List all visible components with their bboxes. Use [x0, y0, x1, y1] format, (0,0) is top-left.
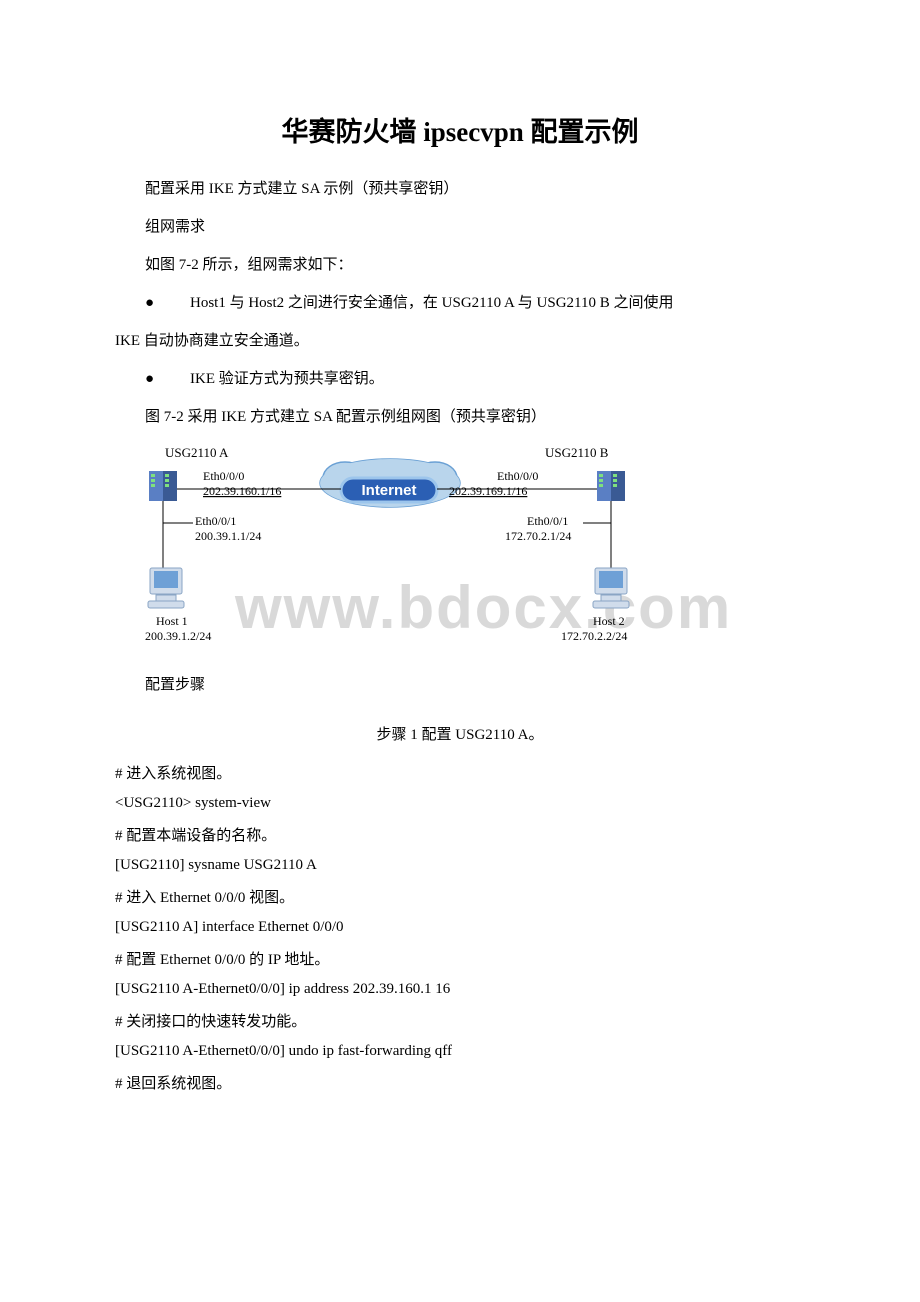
comment-line: # 配置本端设备的名称。 — [115, 824, 805, 845]
internet-label-pill: Internet — [341, 478, 437, 502]
code-line: [USG2110 A-Ethernet0/0/0] ip address 202… — [115, 981, 805, 998]
host2-ip: 172.70.2.2/24 — [561, 629, 627, 643]
comment-line: # 配置 Ethernet 0/0/0 的 IP 地址。 — [115, 948, 805, 969]
intro-line-3: 如图 7-2 所示，组网需求如下： — [115, 253, 805, 277]
bullet-2-text: IKE 验证方式为预共享密钥。 — [190, 371, 384, 387]
device-left-label: USG2110 A — [165, 445, 229, 460]
device-right-label: USG2110 B — [545, 445, 609, 460]
bullet-1: ●Host1 与 Host2 之间进行安全通信，在 USG2110 A 与 US… — [115, 291, 805, 315]
host1-label: Host 1 — [156, 614, 188, 628]
left-top-ip: 202.39.160.1/16 — [203, 484, 281, 498]
comment-line: # 进入 Ethernet 0/0/0 视图。 — [115, 886, 805, 907]
bullet-2: ●IKE 验证方式为预共享密钥。 — [115, 367, 805, 391]
figure-caption: 图 7-2 采用 IKE 方式建立 SA 配置示例组网图（预共享密钥） — [115, 405, 805, 429]
host-2-icon — [593, 568, 629, 608]
host2-label: Host 2 — [593, 614, 625, 628]
step-1-heading: 步骤 1 配置 USG2110 A。 — [115, 723, 805, 744]
intro-line-2: 组网需求 — [115, 215, 805, 239]
config-section-label: 配置步骤 — [115, 673, 805, 697]
code-line: [USG2110] sysname USG2110 A — [115, 857, 805, 874]
right-bot-ip: 172.70.2.1/24 — [505, 529, 571, 543]
svg-text:Internet: Internet — [361, 482, 416, 499]
right-top-if: Eth0/0/0 — [497, 469, 538, 483]
left-bot-ip: 200.39.1.1/24 — [195, 529, 261, 543]
comment-line: # 进入系统视图。 — [115, 762, 805, 783]
code-line: <USG2110> system-view — [115, 795, 805, 812]
host-1-icon — [148, 568, 184, 608]
bullet-1-text: Host1 与 Host2 之间进行安全通信，在 USG2110 A 与 USG… — [190, 295, 674, 311]
bullet-1-cont: IKE 自动协商建立安全通道。 — [115, 329, 805, 353]
comment-line: # 退回系统视图。 — [115, 1072, 805, 1093]
comment-line: # 关闭接口的快速转发功能。 — [115, 1010, 805, 1031]
intro-line-1: 配置采用 IKE 方式建立 SA 示例（预共享密钥） — [115, 177, 805, 201]
right-bot-if: Eth0/0/1 — [527, 514, 568, 528]
code-line: [USG2110 A-Ethernet0/0/0] undo ip fast-f… — [115, 1043, 805, 1060]
code-line: [USG2110 A] interface Ethernet 0/0/0 — [115, 919, 805, 936]
right-top-ip: 202.39.169.1/16 — [449, 484, 527, 498]
router-right-icon — [597, 471, 625, 501]
page-title: 华赛防火墙 ipsecvpn 配置示例 — [115, 110, 805, 149]
router-left-icon — [149, 471, 177, 501]
diagram-svg: USG2110 A USG2110 B — [145, 443, 635, 653]
host1-ip: 200.39.1.2/24 — [145, 629, 211, 643]
network-diagram: www.bdocx.com USG2110 A USG2110 B — [145, 443, 805, 653]
left-bot-if: Eth0/0/1 — [195, 514, 236, 528]
left-top-if: Eth0/0/0 — [203, 469, 244, 483]
bullet-dot-icon: ● — [145, 367, 190, 391]
config-lines-block: # 进入系统视图。 <USG2110> system-view # 配置本端设备的名… — [115, 762, 805, 1093]
bullet-dot-icon: ● — [145, 291, 190, 315]
